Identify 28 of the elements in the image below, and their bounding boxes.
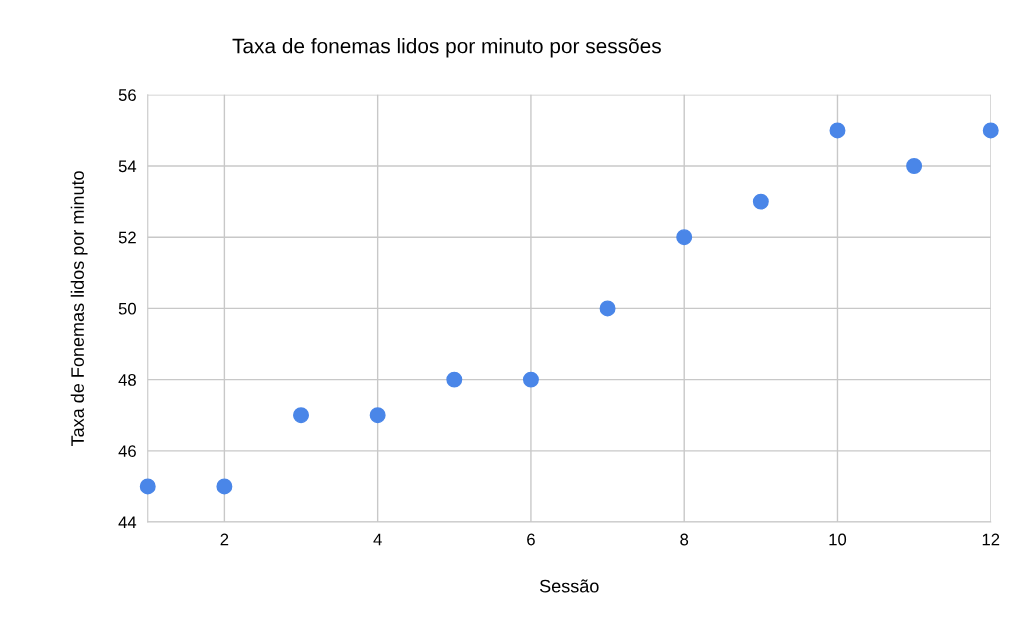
y-axis-title: Taxa de Fonemas lidos por minuto bbox=[70, 171, 88, 446]
point bbox=[676, 229, 693, 246]
point bbox=[139, 478, 156, 495]
x-tick-label: 8 bbox=[680, 533, 689, 546]
x-tick-label: 4 bbox=[373, 533, 382, 546]
y-tick-label: 52 bbox=[118, 231, 136, 244]
point bbox=[369, 407, 386, 424]
point bbox=[293, 407, 310, 424]
point bbox=[599, 300, 616, 317]
x-tick-label: 2 bbox=[220, 533, 229, 546]
y-tick-label: 50 bbox=[118, 302, 136, 315]
x-tick-label: 6 bbox=[527, 533, 535, 546]
y-tick-label: 46 bbox=[118, 445, 136, 458]
chart-title: Taxa de fonemas lidos por minuto por sessões bbox=[232, 38, 661, 58]
point bbox=[906, 158, 923, 174]
y-tick-label: 48 bbox=[118, 374, 136, 386]
x-tick-label: 12 bbox=[982, 533, 1000, 546]
point bbox=[752, 193, 769, 210]
point bbox=[522, 371, 539, 388]
point bbox=[446, 371, 463, 388]
y-tick-label: 54 bbox=[118, 160, 137, 173]
y-tick-label: 44 bbox=[118, 516, 137, 529]
x-axis-title: Sessão bbox=[539, 579, 599, 593]
point bbox=[982, 122, 999, 139]
point bbox=[829, 122, 846, 139]
x-tick-label: 10 bbox=[829, 533, 847, 546]
point bbox=[216, 478, 233, 495]
y-tick-label: 56 bbox=[118, 89, 136, 101]
